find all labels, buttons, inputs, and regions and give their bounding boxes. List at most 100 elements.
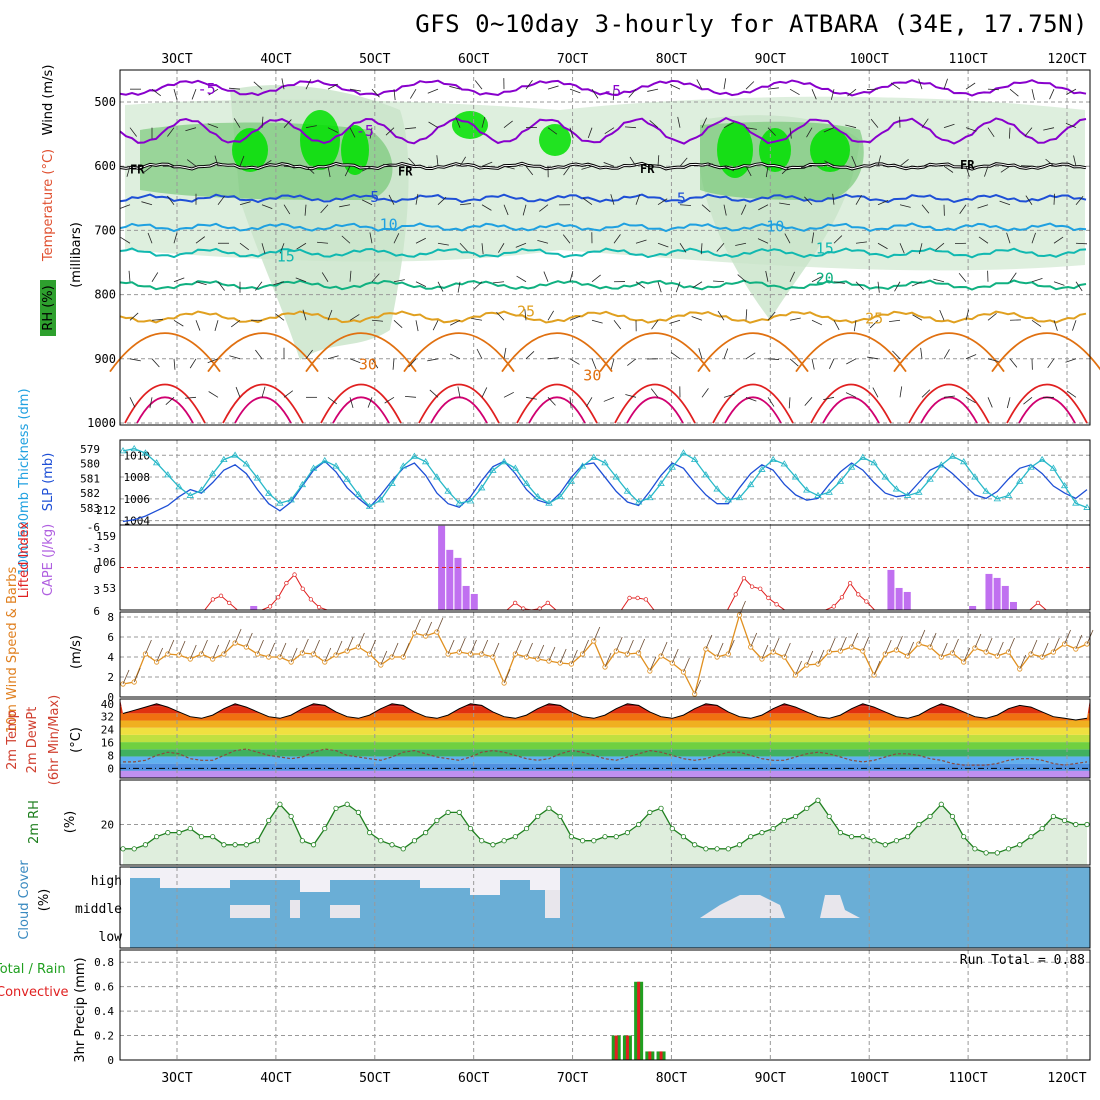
wind-barb <box>371 319 383 322</box>
slp-line-point <box>814 491 822 498</box>
wind-barb <box>911 281 923 287</box>
rh2m-line-point <box>310 842 317 848</box>
rh2m-line-point <box>748 834 754 840</box>
wind-barb <box>845 392 857 398</box>
isotherm-30-arch <box>501 332 613 373</box>
rh2m-line-point <box>467 825 474 832</box>
slp-line-point <box>1072 499 1080 506</box>
wind-barb <box>700 243 703 255</box>
wind-barb <box>457 281 461 293</box>
slp-line-point <box>377 496 385 503</box>
wind10-barb <box>458 637 466 653</box>
isotherm-40-arch <box>724 396 782 424</box>
precip-grid <box>176 950 1068 1060</box>
lifted-index-point <box>300 586 305 591</box>
wind-barb <box>958 272 967 283</box>
rh2m-line-point <box>669 825 675 832</box>
wind-barb <box>657 198 668 206</box>
wind-barb <box>281 78 285 90</box>
slp-line-point <box>836 477 845 484</box>
rh2m-line-point <box>994 850 1000 856</box>
slp-line-point <box>197 486 206 493</box>
wind10-speed-line-point <box>456 649 462 655</box>
rh2m-line-point <box>154 834 160 840</box>
wind-barb <box>869 319 879 329</box>
rh2m-line-point <box>1039 825 1045 832</box>
temp2m-tick-label: 24 <box>101 724 115 737</box>
wind-barb <box>255 281 263 291</box>
slp-line-point <box>1038 455 1046 463</box>
rh2m-line-point <box>1061 817 1068 824</box>
wind-barb <box>497 243 505 253</box>
wind-barb <box>459 156 467 167</box>
wind-barb <box>977 204 989 209</box>
wind-barb <box>692 281 703 289</box>
wind-barb <box>1047 358 1055 369</box>
slp-line-point <box>354 490 363 497</box>
wind-barb <box>647 88 659 92</box>
wind-barb <box>987 397 993 408</box>
wind10-barb <box>795 660 802 676</box>
wind-barb <box>781 165 791 175</box>
rh2m-line-point <box>714 846 720 852</box>
wind10-barb <box>514 639 522 655</box>
wind10-barb <box>223 639 231 655</box>
wind-barb <box>524 309 527 321</box>
wind10-barb <box>1064 629 1071 645</box>
temp2m-grid <box>176 699 1068 778</box>
slp-line-point <box>578 462 587 469</box>
slp-line-point <box>231 451 239 458</box>
temp-color-band <box>120 734 1090 743</box>
wind-barb <box>806 127 813 138</box>
wind-barb <box>371 273 380 283</box>
precip-convective-bar <box>637 981 641 1060</box>
wind-barb <box>317 241 329 244</box>
slp-line-point <box>881 473 889 480</box>
isotherm-label: 5 <box>370 188 379 206</box>
wind-barb <box>341 235 351 244</box>
temperature-axis-label: Temperature (°C) <box>41 149 56 262</box>
wind-barb <box>651 320 659 330</box>
wind-barb <box>757 238 769 244</box>
temp2m-tick-label: 16 <box>101 737 114 750</box>
precip-convective-bar <box>659 1051 663 1060</box>
slp-line-point <box>791 473 800 480</box>
wind-barb <box>669 84 681 90</box>
wind10-barb <box>548 646 556 662</box>
rh2m-line-point <box>333 805 339 811</box>
wind10-barb <box>245 632 253 648</box>
slp-line-point <box>724 496 733 503</box>
wind-barb <box>151 88 162 97</box>
wind-barb <box>167 127 175 137</box>
wind10-barb <box>1053 637 1060 653</box>
pressure-tick-label: 600 <box>94 159 116 173</box>
lifted-index-point <box>741 575 747 581</box>
pressure-axis-label: (millibars) <box>69 222 84 288</box>
cape-bar <box>895 587 903 610</box>
wind-barb <box>415 193 419 205</box>
lifted-index-point <box>766 595 771 601</box>
wind-barb <box>569 127 574 139</box>
wind-barb <box>823 127 835 133</box>
wind-barb <box>369 127 373 139</box>
wind10-barb <box>369 639 376 655</box>
lifted-index-point <box>292 572 297 577</box>
date-label-bottom: 10OCT <box>850 1071 889 1086</box>
rh2m-line-point <box>512 834 518 840</box>
pressure-tick-label: 1000 <box>87 416 116 430</box>
wind-barb <box>569 315 581 321</box>
wind-barb <box>717 310 725 321</box>
rh2m-line-point <box>613 834 619 840</box>
date-label-bottom: 12OCT <box>1047 1071 1086 1086</box>
isotherm-minus5 <box>119 116 1087 145</box>
lifted-index-point <box>831 604 836 609</box>
slp-axis-label: SLP (mb) <box>41 453 56 512</box>
wind10-barb <box>313 639 320 655</box>
rh2m-line-point <box>703 846 709 852</box>
freezing-label: FR <box>640 162 655 176</box>
wind10-barb <box>201 639 208 655</box>
isotherm-35-arch <box>908 383 990 424</box>
wind-barb <box>429 389 439 398</box>
slp-line-point <box>444 487 452 494</box>
wind10-barb <box>234 628 242 644</box>
